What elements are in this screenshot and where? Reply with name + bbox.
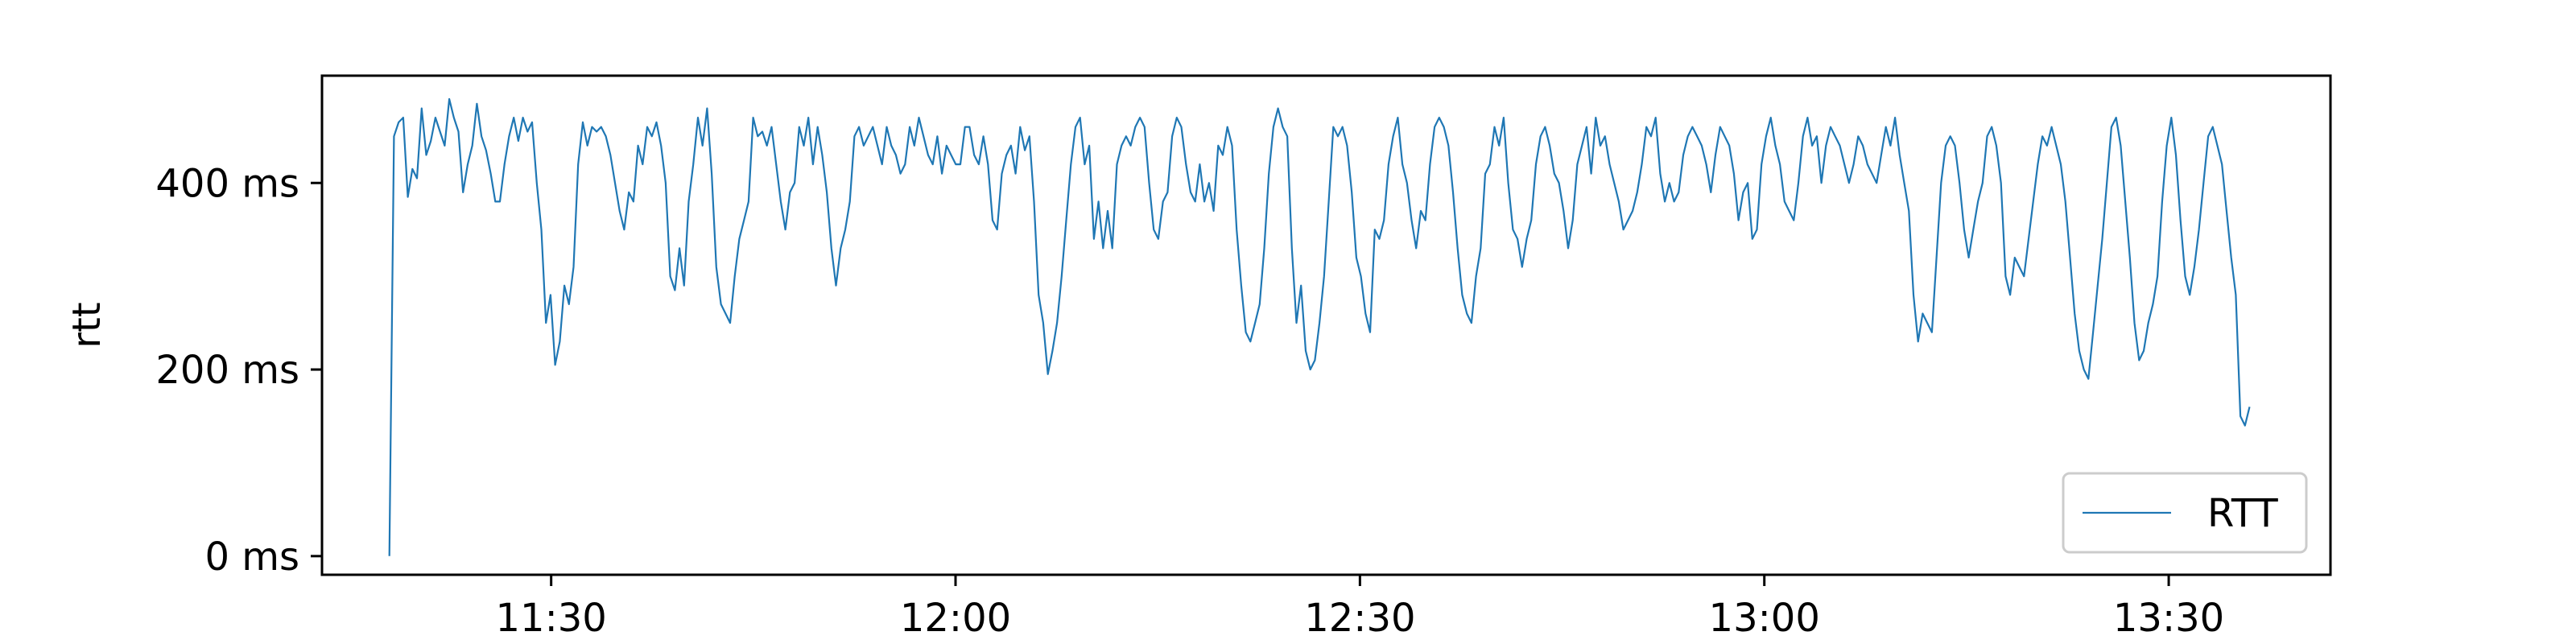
y-tick-label: 0 ms — [204, 535, 299, 580]
legend-label-rtt: RTT — [2207, 491, 2278, 536]
x-axis-ticks: 11:30 12:00 12:30 13:00 13:30 — [496, 575, 2224, 641]
x-tick-label: 12:30 — [1304, 596, 1415, 641]
x-tick-label: 11:30 — [496, 596, 607, 641]
y-axis-ticks: 0 ms 200 ms 400 ms — [155, 161, 322, 580]
legend: RTT — [2062, 472, 2308, 554]
x-tick-label: 13:00 — [1709, 596, 1820, 641]
y-tick-label: 200 ms — [155, 348, 299, 393]
y-tick-label: 400 ms — [155, 161, 299, 206]
x-tick-label: 13:30 — [2113, 596, 2224, 641]
series-line-rtt — [388, 97, 2251, 556]
legend-box — [2062, 472, 2308, 554]
plot-frame — [320, 74, 2332, 576]
x-tick-label: 12:00 — [900, 596, 1011, 641]
y-axis-label: rtt — [64, 302, 109, 348]
